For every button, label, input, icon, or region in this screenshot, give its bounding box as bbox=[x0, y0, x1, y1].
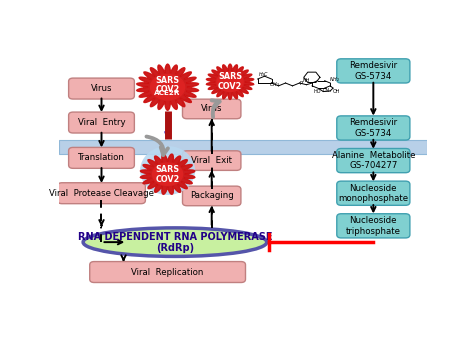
FancyBboxPatch shape bbox=[337, 116, 410, 140]
Circle shape bbox=[153, 163, 182, 185]
Text: Viral  Entry: Viral Entry bbox=[78, 118, 125, 127]
Text: SARS
COV2: SARS COV2 bbox=[155, 76, 180, 94]
Text: Remdesivir
GS-5734: Remdesivir GS-5734 bbox=[349, 61, 397, 80]
Text: $H_3C$: $H_3C$ bbox=[258, 70, 269, 79]
Text: Remdesivir
GS-5734: Remdesivir GS-5734 bbox=[349, 118, 397, 138]
Circle shape bbox=[217, 72, 243, 91]
Text: HO: HO bbox=[313, 89, 321, 94]
Text: Viral  Replication: Viral Replication bbox=[131, 268, 204, 276]
Text: Nucleoside
monophosphate: Nucleoside monophosphate bbox=[338, 184, 409, 203]
FancyBboxPatch shape bbox=[182, 186, 241, 206]
Polygon shape bbox=[140, 154, 195, 194]
Text: $NH_2$: $NH_2$ bbox=[329, 75, 340, 84]
FancyBboxPatch shape bbox=[69, 112, 134, 133]
FancyBboxPatch shape bbox=[69, 148, 134, 168]
FancyArrowPatch shape bbox=[146, 137, 168, 155]
FancyBboxPatch shape bbox=[69, 78, 134, 99]
Text: ACE2R: ACE2R bbox=[155, 90, 181, 96]
FancyBboxPatch shape bbox=[58, 183, 146, 204]
FancyBboxPatch shape bbox=[337, 59, 410, 83]
Text: Virus: Virus bbox=[201, 104, 222, 113]
Circle shape bbox=[151, 74, 185, 100]
Polygon shape bbox=[137, 64, 199, 110]
Text: Nucleoside
triphosphate: Nucleoside triphosphate bbox=[346, 216, 401, 235]
FancyBboxPatch shape bbox=[182, 99, 241, 119]
Text: CN: CN bbox=[323, 88, 330, 92]
Text: OH: OH bbox=[332, 89, 340, 94]
Polygon shape bbox=[207, 64, 254, 100]
FancyBboxPatch shape bbox=[337, 181, 410, 205]
Text: Viral  Protease Cleavage: Viral Protease Cleavage bbox=[49, 189, 154, 198]
FancyBboxPatch shape bbox=[59, 139, 427, 155]
Text: RNA DEPENDENT RNA POLYMERASE: RNA DEPENDENT RNA POLYMERASE bbox=[78, 232, 272, 242]
Ellipse shape bbox=[83, 228, 267, 256]
Text: Packaging: Packaging bbox=[190, 191, 234, 201]
Text: P: P bbox=[300, 81, 303, 86]
Text: $CH_3$: $CH_3$ bbox=[269, 80, 280, 89]
Text: NH: NH bbox=[302, 78, 310, 83]
Text: Alanine  Metabolite
GS-704277: Alanine Metabolite GS-704277 bbox=[332, 151, 415, 170]
FancyBboxPatch shape bbox=[90, 262, 246, 282]
FancyBboxPatch shape bbox=[337, 149, 410, 173]
Text: Viral  Exit: Viral Exit bbox=[191, 156, 232, 165]
Text: (RdRp): (RdRp) bbox=[156, 243, 194, 253]
Ellipse shape bbox=[140, 146, 195, 195]
Text: SARS
COV2: SARS COV2 bbox=[218, 72, 242, 91]
FancyBboxPatch shape bbox=[337, 214, 410, 238]
FancyArrowPatch shape bbox=[211, 100, 219, 117]
Text: Virus: Virus bbox=[91, 84, 112, 93]
Text: Translation: Translation bbox=[78, 154, 125, 162]
Text: SARS
COV2: SARS COV2 bbox=[155, 165, 180, 184]
FancyBboxPatch shape bbox=[182, 151, 241, 170]
